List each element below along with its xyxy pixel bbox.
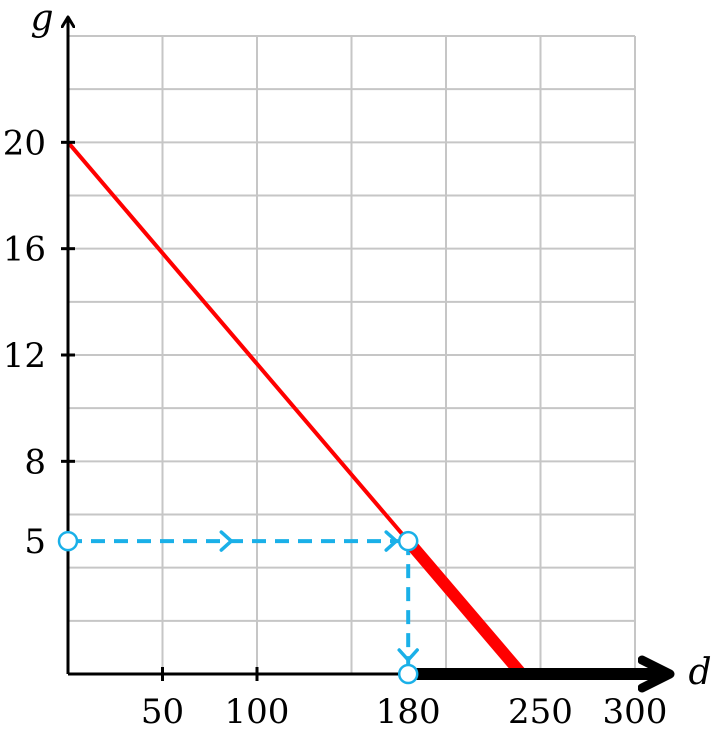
x-axis-label: d: [688, 652, 711, 693]
y-tick-label: 5: [24, 522, 46, 562]
guide-arrow-icon: [384, 530, 398, 552]
guide-lines: [68, 530, 419, 674]
data-lines: [66, 140, 527, 678]
highlight-segment: [403, 537, 527, 678]
guide-point: [397, 530, 419, 552]
x-tick-label: 250: [508, 692, 573, 730]
y-tick-label: 16: [3, 230, 46, 270]
y-tick-label: 20: [3, 123, 46, 163]
guide-markers: [57, 530, 419, 685]
tick-labels: 50 100 180 250 300 20 16 12 8 5 g d: [3, 0, 712, 730]
x-tick-label: 100: [225, 692, 290, 730]
y-axis-label: g: [30, 0, 53, 39]
y-tick-label: 8: [24, 442, 46, 482]
guide-arrow-icon: [219, 530, 234, 552]
guide-point: [397, 663, 419, 685]
axes: [61, 18, 668, 681]
grid: [68, 35, 636, 674]
x-tick-label: 50: [141, 692, 184, 730]
x-tick-label: 300: [603, 692, 668, 730]
y-tick-label: 12: [3, 336, 46, 376]
x-tick-label: 180: [376, 692, 441, 730]
guide-arrow-icon: [397, 648, 419, 662]
guide-point: [57, 530, 79, 552]
